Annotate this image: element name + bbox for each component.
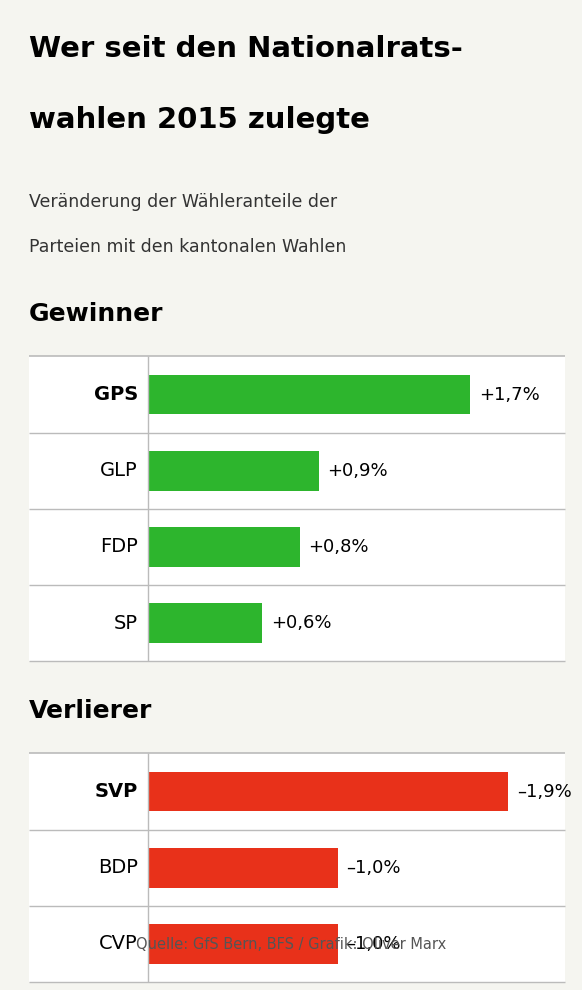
Text: BDP: BDP [98,858,138,877]
Text: Parteien mit den kantonalen Wahlen: Parteien mit den kantonalen Wahlen [29,238,346,255]
Text: +0,6%: +0,6% [271,614,331,633]
Text: Verlierer: Verlierer [29,699,152,723]
Bar [29,433,565,509]
Text: +0,8%: +0,8% [308,538,369,556]
Bar [29,906,565,982]
Bar [148,847,338,888]
Text: Gewinner: Gewinner [29,302,164,326]
Bar [29,585,565,661]
Text: CVP: CVP [100,935,138,953]
Text: –1,0%: –1,0% [346,858,401,877]
Bar [148,527,300,567]
Text: GLP: GLP [100,461,138,480]
Text: SP: SP [114,614,138,633]
Text: GPS: GPS [94,385,138,404]
Text: FDP: FDP [100,538,138,556]
Text: Veränderung der Wähleranteile der: Veränderung der Wähleranteile der [29,193,337,211]
Text: –1,9%: –1,9% [517,782,572,801]
Bar [148,924,338,964]
Text: +1,7%: +1,7% [479,385,540,404]
Text: wahlen 2015 zulegte: wahlen 2015 zulegte [29,106,370,134]
Bar [29,509,565,585]
Text: +0,9%: +0,9% [328,461,388,480]
Bar [148,450,319,491]
Bar [148,771,508,812]
Bar [29,753,565,830]
Text: Wer seit den Nationalrats-: Wer seit den Nationalrats- [29,35,463,62]
Text: Quelle: GfS Bern, BFS / Grafik: Oliver Marx: Quelle: GfS Bern, BFS / Grafik: Oliver M… [136,938,446,952]
Bar [148,374,470,415]
Bar [29,830,565,906]
Bar [29,356,565,433]
Text: –1,0%: –1,0% [346,935,401,953]
Text: SVP: SVP [95,782,138,801]
Bar [148,603,262,644]
